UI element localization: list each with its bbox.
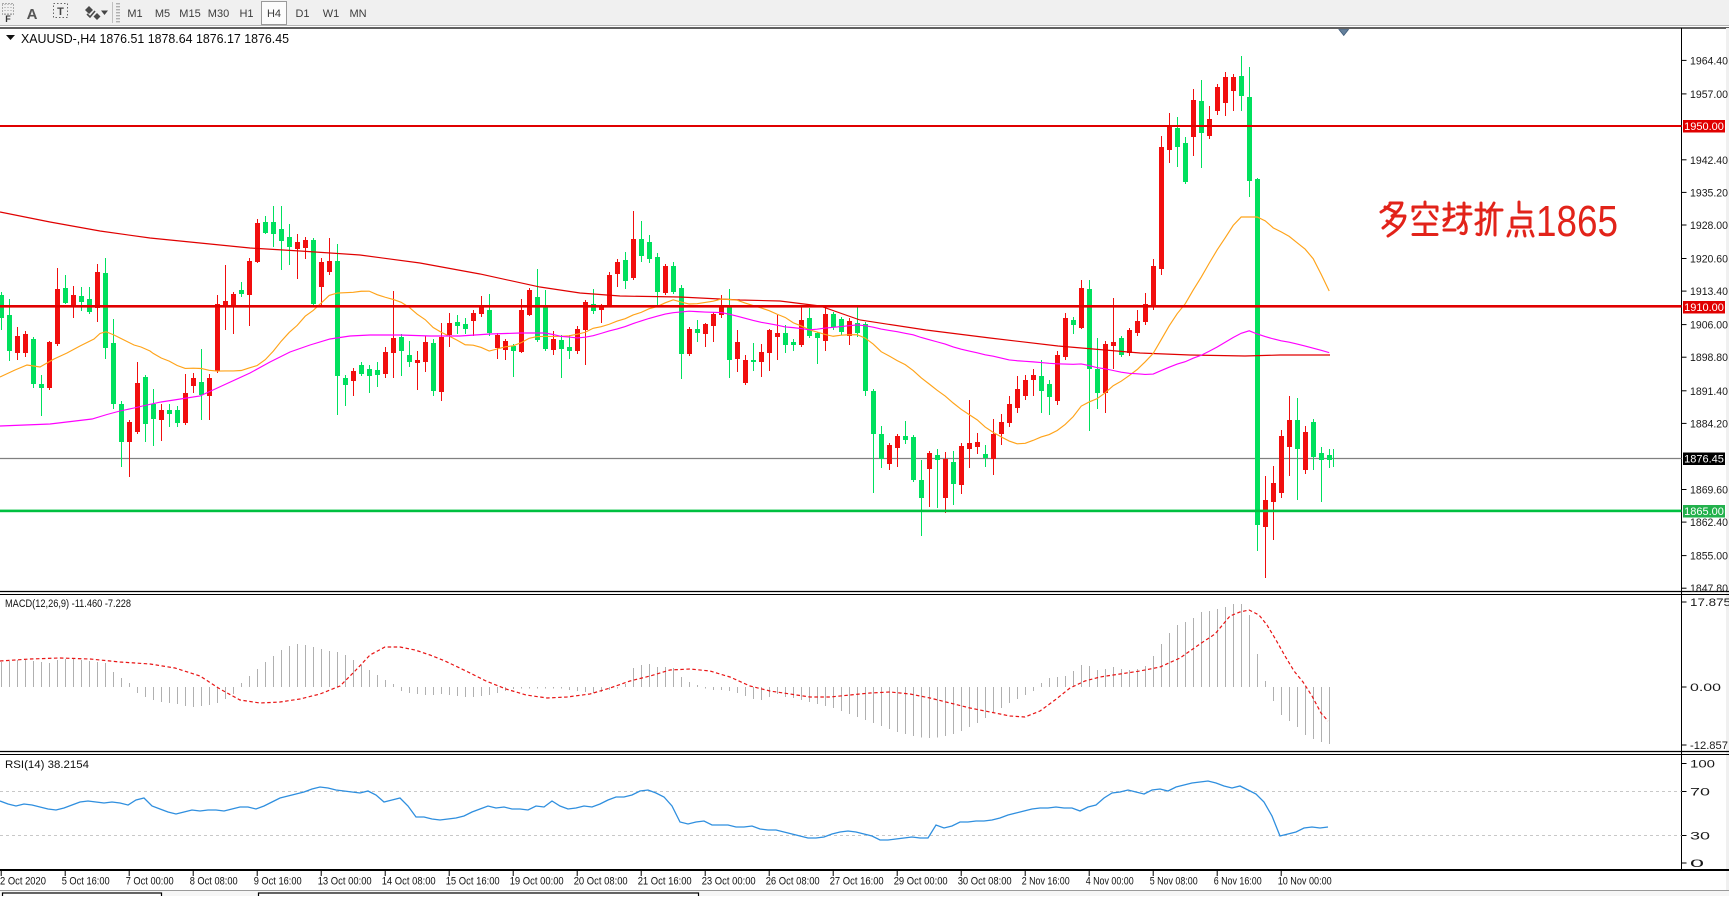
- svg-text:29 Oct 00:00: 29 Oct 00:00: [894, 876, 948, 888]
- svg-text:19 Oct 00:00: 19 Oct 00:00: [510, 876, 564, 888]
- svg-text:1876.45: 1876.45: [1684, 454, 1724, 466]
- svg-text:2 Nov 16:00: 2 Nov 16:00: [1022, 876, 1070, 888]
- svg-text:70: 70: [1690, 787, 1710, 799]
- svg-text:T: T: [57, 6, 64, 18]
- svg-text:1942.40: 1942.40: [1690, 155, 1728, 167]
- svg-text:1920.60: 1920.60: [1690, 254, 1728, 266]
- svg-text:2 Oct 2020: 2 Oct 2020: [0, 876, 46, 888]
- svg-text:1906.00: 1906.00: [1690, 320, 1728, 332]
- svg-text:MACD(12,26,9) -11.460 -7.228: MACD(12,26,9) -11.460 -7.228: [5, 598, 131, 610]
- svg-text:-12.857: -12.857: [1690, 740, 1728, 752]
- svg-text:30 Oct 08:00: 30 Oct 08:00: [958, 876, 1012, 888]
- svg-text:15 Oct 16:00: 15 Oct 16:00: [446, 876, 500, 888]
- svg-text:4 Nov 00:00: 4 Nov 00:00: [1086, 876, 1134, 888]
- svg-text:27 Oct 16:00: 27 Oct 16:00: [830, 876, 884, 888]
- svg-text:13 Oct 00:00: 13 Oct 00:00: [318, 876, 372, 888]
- svg-text:7 Oct 00:00: 7 Oct 00:00: [126, 876, 174, 888]
- svg-text:1910.00: 1910.00: [1684, 302, 1724, 314]
- svg-text:9 Oct 16:00: 9 Oct 16:00: [254, 876, 302, 888]
- svg-text:M15: M15: [179, 8, 200, 20]
- svg-text:1865.00: 1865.00: [1684, 506, 1724, 518]
- svg-text:XAUUSD-,H4 1876.51 1878.64 18: XAUUSD-,H4 1876.51 1878.64 1876.17 1876.…: [21, 32, 289, 46]
- svg-text:0: 0: [1690, 858, 1704, 870]
- svg-text:1884.20: 1884.20: [1690, 418, 1728, 430]
- svg-text:1964.40: 1964.40: [1690, 55, 1728, 67]
- svg-text:1935.20: 1935.20: [1690, 187, 1728, 199]
- svg-text:D1: D1: [295, 8, 309, 20]
- svg-text:1928.00: 1928.00: [1690, 220, 1728, 232]
- svg-text:M1: M1: [127, 8, 142, 20]
- svg-text:1855.00: 1855.00: [1690, 551, 1728, 563]
- svg-text:23 Oct 00:00: 23 Oct 00:00: [702, 876, 756, 888]
- svg-text:26 Oct 08:00: 26 Oct 08:00: [766, 876, 820, 888]
- svg-text:5 Nov 08:00: 5 Nov 08:00: [1150, 876, 1198, 888]
- svg-text:1957.00: 1957.00: [1690, 89, 1728, 101]
- svg-text:30: 30: [1690, 831, 1710, 843]
- svg-text:A: A: [27, 6, 38, 23]
- svg-text:14 Oct 08:00: 14 Oct 08:00: [382, 876, 436, 888]
- svg-text:1891.40: 1891.40: [1690, 386, 1728, 398]
- svg-text:0.00: 0.00: [1690, 682, 1721, 694]
- svg-text:21 Oct 16:00: 21 Oct 16:00: [638, 876, 692, 888]
- svg-text:20 Oct 08:00: 20 Oct 08:00: [574, 876, 628, 888]
- svg-text:1898.80: 1898.80: [1690, 352, 1728, 364]
- svg-text:5 Oct 16:00: 5 Oct 16:00: [62, 876, 110, 888]
- svg-text:8 Oct 08:00: 8 Oct 08:00: [190, 876, 238, 888]
- svg-text:M30: M30: [208, 8, 229, 20]
- svg-text:6 Nov 16:00: 6 Nov 16:00: [1214, 876, 1262, 888]
- svg-text:10 Nov 00:00: 10 Nov 00:00: [1278, 876, 1332, 888]
- svg-text:100: 100: [1690, 759, 1715, 771]
- svg-text:1847.80: 1847.80: [1690, 583, 1728, 595]
- svg-text:W1: W1: [323, 8, 340, 20]
- svg-text:RSI(14) 38.2154: RSI(14) 38.2154: [5, 759, 89, 771]
- svg-text:1862.40: 1862.40: [1690, 517, 1728, 529]
- svg-text:1913.40: 1913.40: [1690, 286, 1728, 298]
- svg-text:1869.60: 1869.60: [1690, 485, 1728, 497]
- svg-text:MN: MN: [349, 8, 366, 20]
- svg-text:1950.00: 1950.00: [1684, 121, 1724, 133]
- svg-text:17.875: 17.875: [1690, 597, 1729, 609]
- svg-text:F: F: [5, 14, 11, 24]
- svg-text:H1: H1: [239, 8, 253, 20]
- svg-text:1865: 1865: [1536, 197, 1618, 246]
- svg-text:M5: M5: [155, 8, 170, 20]
- svg-text:H4: H4: [267, 8, 281, 20]
